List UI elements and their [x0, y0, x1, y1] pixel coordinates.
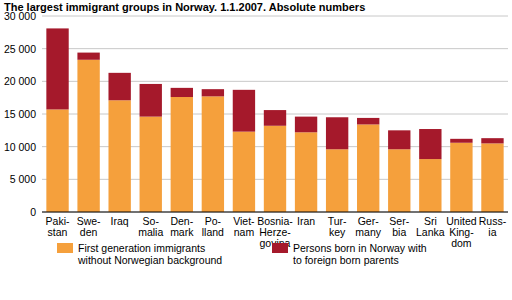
grid-line	[42, 212, 508, 213]
bar	[202, 89, 224, 96]
bar	[419, 129, 441, 159]
y-tick-label: 15 000	[4, 108, 36, 120]
bar	[481, 143, 503, 212]
y-tick-label: 0	[30, 206, 36, 218]
bar	[140, 117, 162, 212]
bar	[481, 138, 503, 143]
legend-swatch	[272, 243, 288, 253]
bar	[295, 117, 317, 133]
bar	[171, 97, 193, 212]
bar	[46, 109, 68, 212]
x-tick-label: Den-mark	[170, 215, 194, 238]
y-tick-label: 5 000	[10, 173, 36, 185]
x-tick-label: Swe-den	[77, 215, 101, 238]
title: The largest immigrant groups in Norway. …	[4, 1, 365, 13]
bar	[108, 73, 130, 100]
legend-label: First generation immigrantswithout Norwe…	[77, 242, 222, 266]
x-tick-label: So-malia	[138, 215, 163, 238]
x-tick-label: Paki-stan	[46, 215, 70, 238]
y-tick-label: 25 000	[4, 43, 36, 55]
bar	[357, 124, 379, 212]
legend-label: Persons born in Norway withto foreign bo…	[293, 242, 427, 266]
bar	[202, 96, 224, 212]
bar	[77, 53, 99, 60]
bar	[233, 132, 255, 212]
bar	[264, 110, 286, 126]
x-tick-label: Tur-key	[328, 215, 347, 238]
bar	[171, 88, 193, 97]
x-tick-label: Russ-ia	[479, 215, 507, 238]
x-tick-label: Ger-many	[355, 215, 381, 238]
x-tick-label: Po-lland	[202, 215, 224, 238]
x-tick-label: SriLanka	[416, 215, 445, 238]
bar	[233, 90, 255, 132]
legend-swatch	[57, 243, 73, 253]
grid-line	[42, 16, 508, 17]
bar	[326, 117, 348, 149]
y-tick-label: 10 000	[4, 141, 36, 153]
y-tick-label: 30 000	[4, 10, 36, 22]
x-tick-label: Iran	[297, 215, 315, 227]
bar	[295, 132, 317, 212]
bar	[46, 28, 68, 109]
bar	[326, 149, 348, 212]
bar	[450, 139, 472, 143]
bar	[357, 118, 379, 125]
bar	[140, 84, 162, 117]
chart: The largest immigrant groups in Norway. …	[0, 0, 512, 300]
y-tick-label: 20 000	[4, 75, 36, 87]
bar	[419, 159, 441, 212]
bar	[77, 60, 99, 212]
x-tick-label: Viet-nam	[233, 215, 255, 238]
x-tick-label: Ser-bia	[389, 215, 409, 238]
bar	[450, 143, 472, 212]
grid-line	[42, 48, 508, 49]
bar	[388, 130, 410, 149]
x-tick-label: Iraq	[111, 215, 129, 227]
bar	[264, 126, 286, 212]
x-axis	[42, 212, 508, 213]
x-tick-label: UnitedKing-dom	[446, 215, 477, 249]
bar	[108, 100, 130, 212]
bar	[388, 149, 410, 212]
